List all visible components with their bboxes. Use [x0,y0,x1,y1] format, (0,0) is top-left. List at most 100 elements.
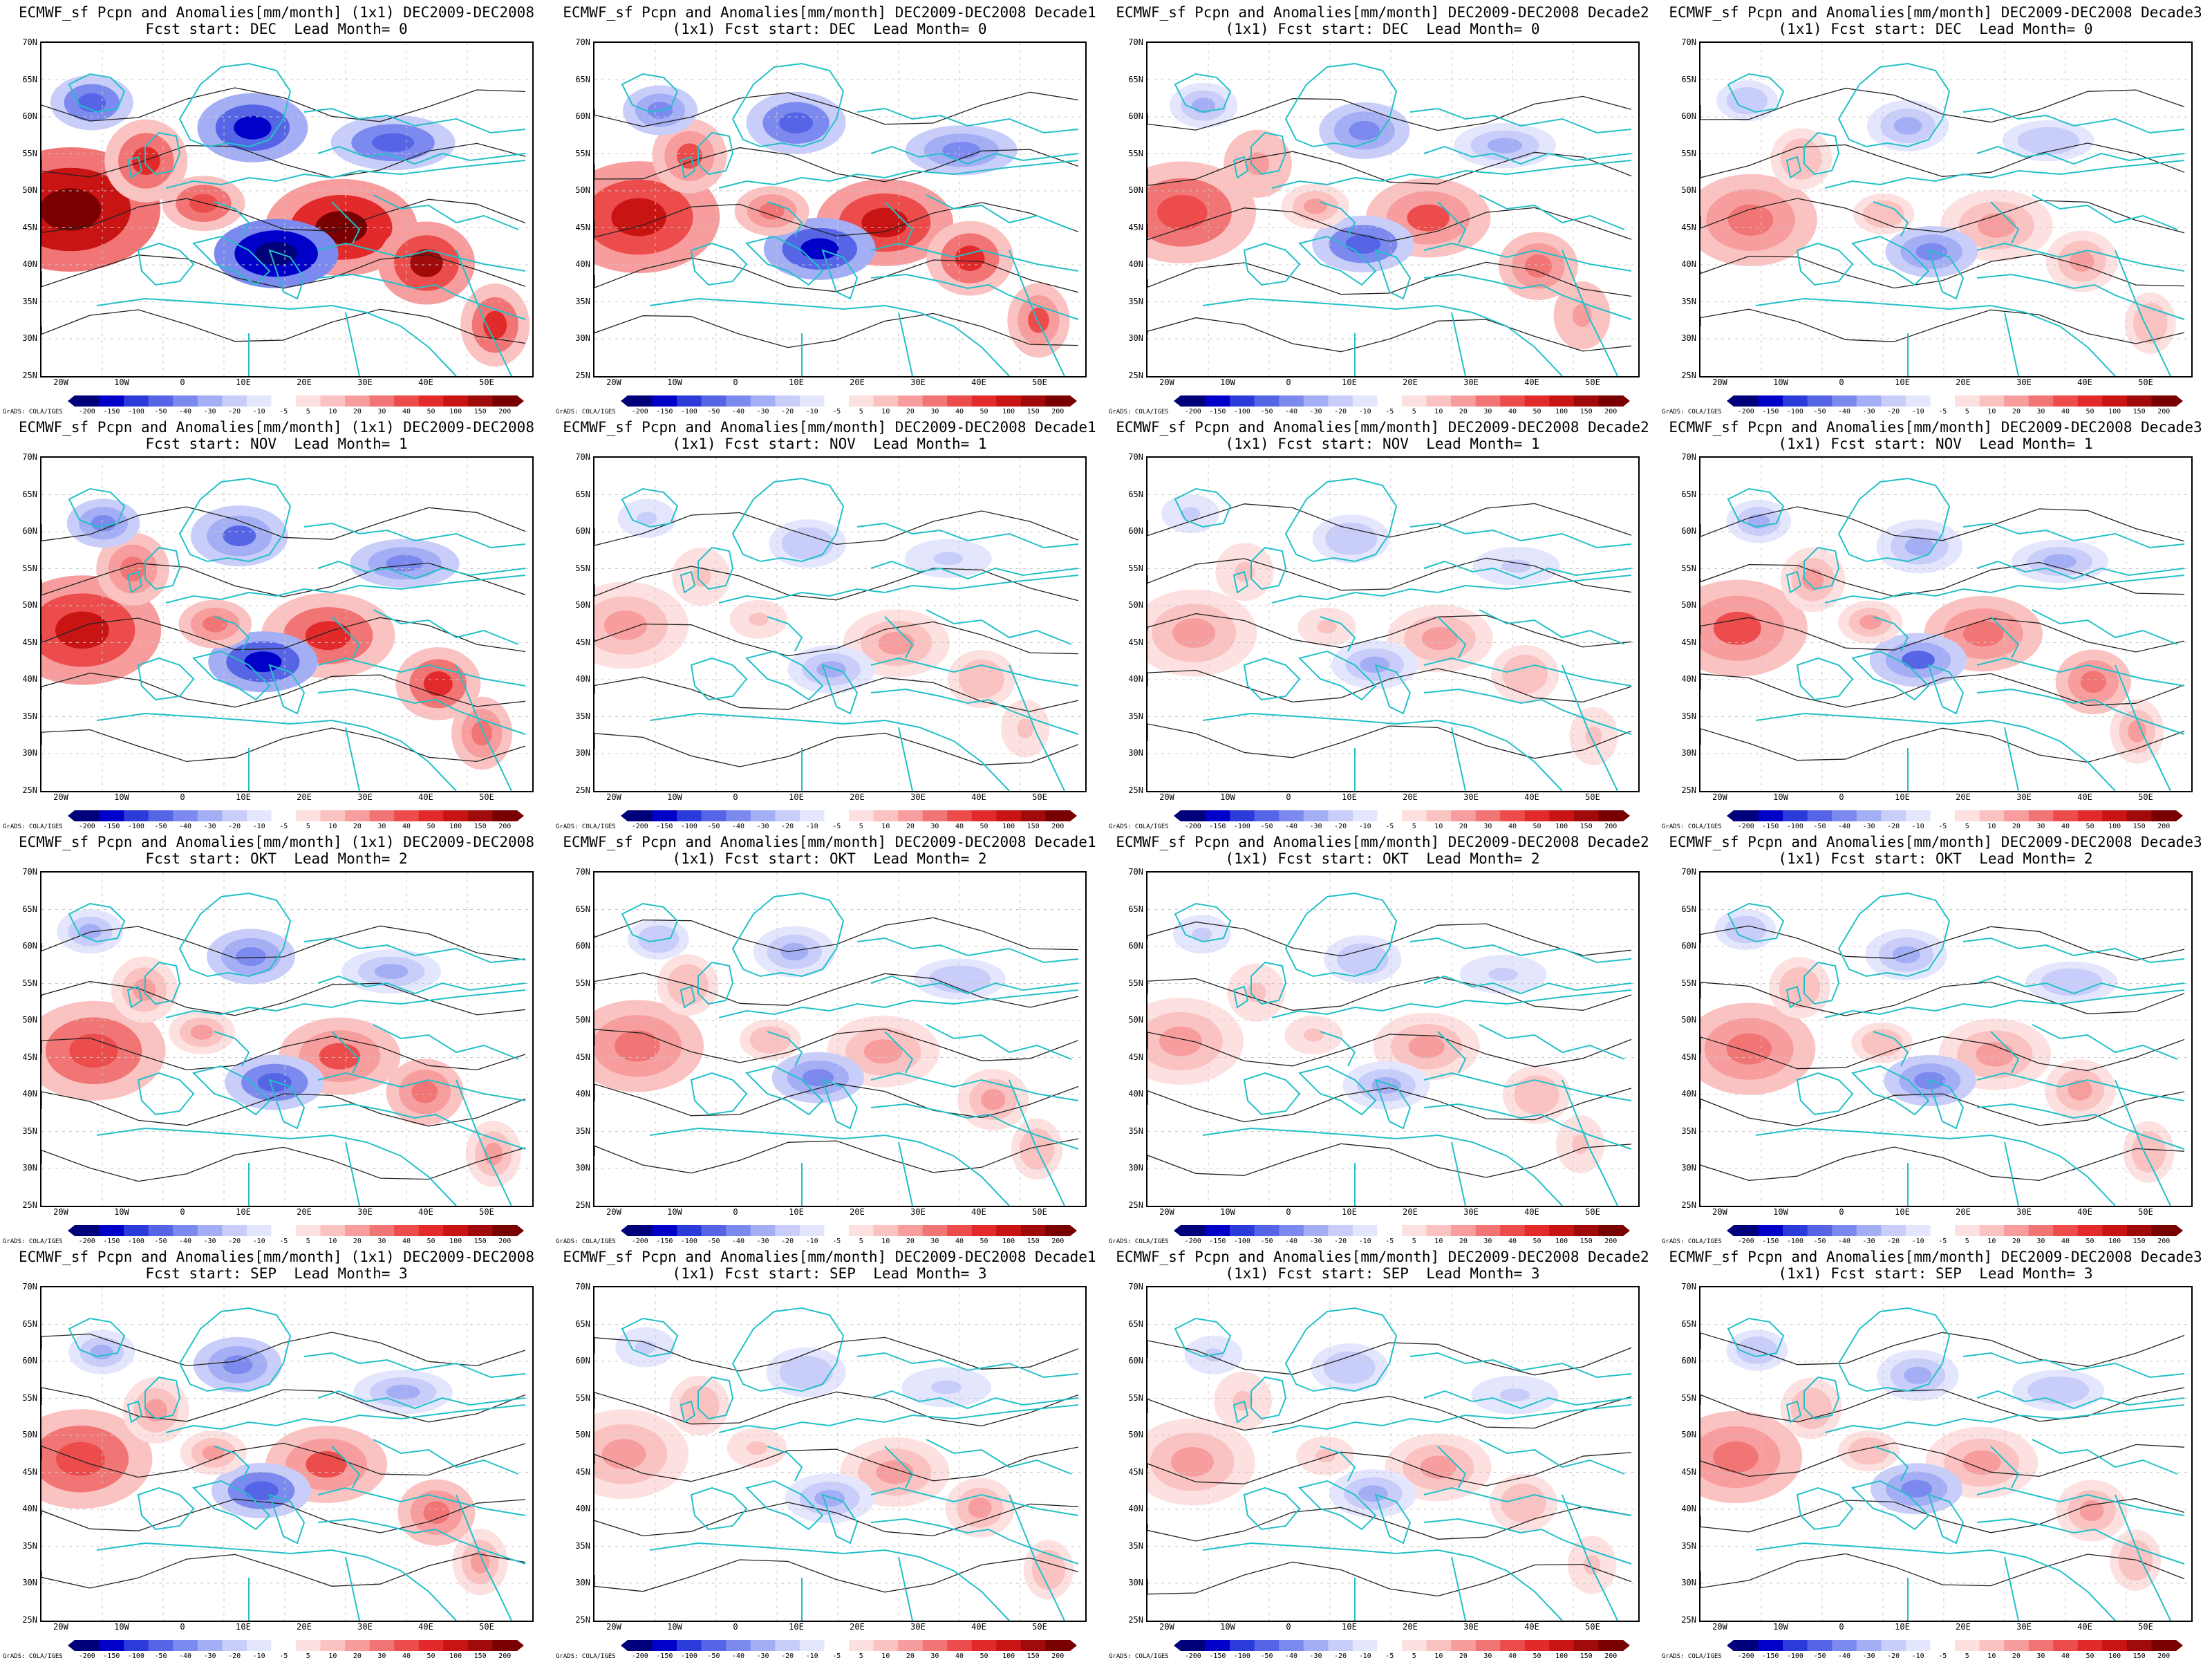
colorbar-swatch [1451,810,1477,821]
longitude-label: 20W [606,1207,621,1217]
colorbar-swatch [1045,1640,1071,1651]
colorbar-tick-label: 150 [474,1652,487,1660]
colorbar-swatch [1807,1640,1833,1651]
colorbar-tick-label: -30 [203,1652,216,1660]
longitude-label: 40E [2077,377,2092,387]
colorbar-tick-label: -5 [832,1238,841,1245]
latitude-label: 65N [575,1318,590,1329]
longitude-label: 50E [2138,1207,2153,1217]
colorbar-swatch [1377,1640,1403,1651]
coastline [1174,1317,1232,1358]
colorbar-tick-label: -10 [1911,408,1924,416]
colorbar-swatch [1783,1225,1808,1236]
coastline [621,487,679,528]
coastline [649,1542,1010,1621]
coastline [731,1307,845,1392]
coastline [126,156,143,179]
colorbar-arrow-low [1174,1225,1181,1236]
latitude-label: 50N [1128,600,1143,610]
coastline [1851,1065,1930,1116]
colorbar-swatch [345,810,371,821]
coastline [2004,1141,2019,1206]
colorbar-swatch [922,1640,948,1651]
grads-credit: GrADS: COLA/IGES [1662,1653,1722,1660]
colorbar-swatch [677,810,702,821]
precip-contour [1147,976,1632,1011]
longitude-label: 30E [1463,792,1479,802]
map-panel: ECMWF_sf Pcpn and Anomalies[mm/month] (1… [0,415,553,830]
coastline [303,522,526,549]
coastline [1837,1307,1951,1392]
map-panel: ECMWF_sf Pcpn and Anomalies[mm/month] DE… [1106,415,1659,830]
coastline [1727,1317,1785,1358]
longitude-label: 10W [1220,792,1235,802]
anomaly-shade [56,1442,105,1476]
latitude-label: 35N [1128,296,1143,306]
anomaly-shade [635,1340,656,1354]
latitude-label: 40N [22,1504,37,1513]
colorbar-swatch [443,395,469,407]
coastline [1320,616,1356,652]
latitude-label: 40N [575,674,590,684]
anomaly-shade [1859,615,1882,630]
longitude-label: 10W [1773,1622,1788,1632]
latitude-label: 50N [1128,1430,1143,1439]
colorbar-swatch [726,810,751,821]
coastline [2115,250,2171,376]
colorbar-swatch [296,1225,321,1236]
colorbar-swatch [1856,395,1882,407]
coastline [1976,1486,2185,1516]
colorbar-swatch [1328,395,1353,407]
precip-contour [1147,1143,1632,1178]
colorbar-swatch [2126,810,2152,821]
coastline [1785,156,1802,179]
anomaly-shade [780,943,809,961]
latitude-label: 50N [1128,185,1143,195]
latitude-label: 35N [575,296,590,306]
colorbar-swatch [1377,1225,1403,1236]
colorbar-swatch [1279,1640,1304,1651]
anomaly-shade [637,512,657,525]
anomaly-map [40,871,534,1207]
longitude-label: 10E [1895,377,1910,387]
colorbar-arrow-low [68,395,75,407]
coastline [331,1031,361,1074]
colorbar-tick-label: 5 [859,1238,863,1245]
longitude-label: 0 [1286,792,1291,802]
colorbar-tick-label: -10 [1911,1238,1924,1245]
precip-contour [1700,673,2185,708]
colorbar-tick-label: -100 [1233,408,1250,416]
coastline [870,1486,1079,1516]
colorbar-tick-label: -100 [127,1238,144,1245]
colorbar-tick-label: 30 [2036,1238,2045,1245]
colorbar-tick-label: 40 [2061,823,2070,830]
coastline [870,560,1079,580]
longitude-label: 40E [1524,792,1539,802]
longitude-label: 40E [971,792,986,802]
anomaly-shade [792,1363,820,1381]
coastline [926,194,1072,230]
latitude-label: 35N [1128,1540,1143,1551]
colorbar-tick-label: 30 [930,1238,939,1245]
anomaly-shade [411,1080,438,1103]
coastline [268,1079,306,1130]
colorbar-tick-label: -150 [1762,408,1779,416]
coastline [1976,560,2185,580]
colorbar-swatch [849,1225,874,1236]
coastline [1727,73,1785,113]
colorbar-swatch [2077,1640,2103,1651]
latitude-label: 50N [575,600,590,610]
colorbar-tick-label: -100 [680,1238,697,1245]
colorbar-swatch [1500,1640,1526,1651]
coastline [1796,657,1854,701]
latitude-label: 25N [575,785,590,795]
anomaly-shade [1421,626,1459,651]
precip-contour [1700,981,2185,1016]
anomaly-map-canvas [594,43,1085,376]
longitude-label: 20E [1403,377,1418,387]
colorbar-tick-label: -200 [1184,1652,1201,1660]
anomaly-shade [861,207,908,238]
grads-credit: GrADS: COLA/IGES [1662,823,1722,830]
colorbar-tick-label: 10 [328,408,337,416]
coastline [1271,160,1632,189]
